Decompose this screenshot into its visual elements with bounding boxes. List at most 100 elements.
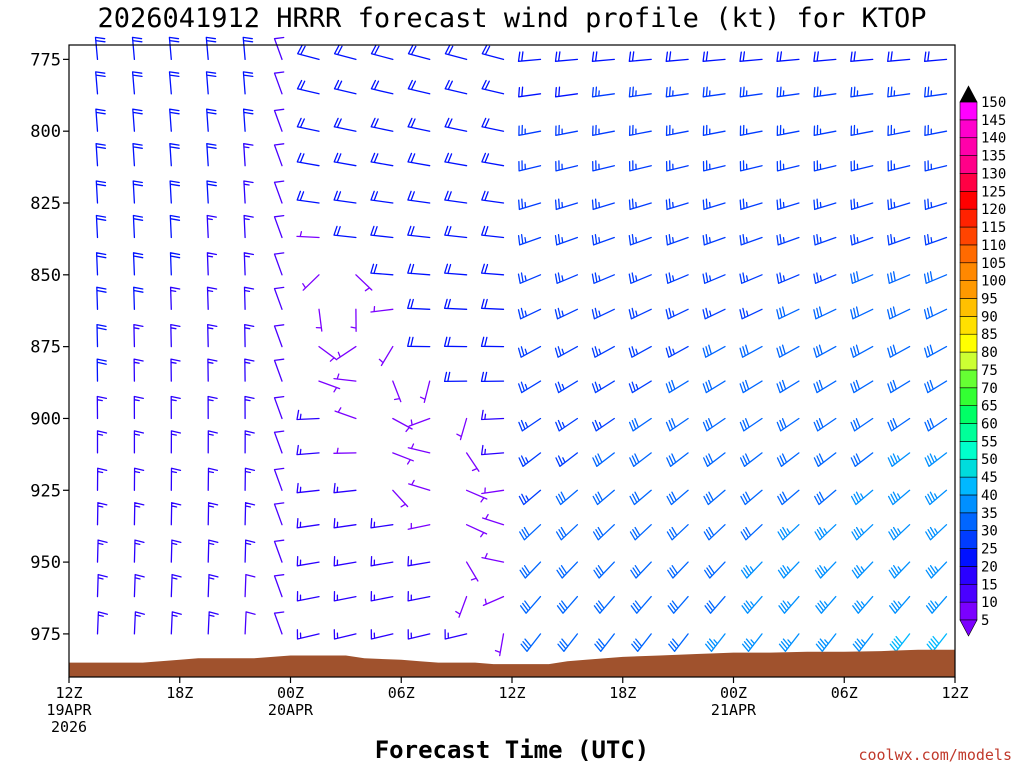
y-tick-label: 900 [30, 409, 61, 429]
wind-barb [628, 86, 652, 98]
wind-barb [666, 489, 689, 506]
colorbar-tick-label: 120 [981, 202, 1006, 218]
wind-barb [813, 86, 837, 98]
wind-barb [333, 190, 357, 204]
wind-barb [273, 286, 285, 310]
wind-barb [629, 489, 652, 506]
wind-barb [665, 86, 689, 98]
wind-barb [243, 143, 254, 167]
wind-barb [407, 263, 431, 276]
wind-barb [96, 573, 108, 598]
wind-barb [465, 489, 488, 503]
wind-barb [517, 272, 542, 284]
wind-barb [556, 561, 579, 579]
wind-barb [739, 51, 763, 62]
wind-barb [407, 152, 431, 167]
wind-barb [702, 379, 726, 394]
wind-barb [480, 336, 505, 348]
colorbar-max-arrow [959, 85, 978, 103]
wind-barb [444, 44, 468, 61]
wind-barb [273, 324, 285, 348]
colorbar-swatch [959, 101, 978, 121]
wind-barb [333, 482, 357, 494]
wind-barb [169, 180, 181, 204]
wind-barb [480, 371, 505, 383]
wind-barb [407, 555, 431, 567]
wind-barb [628, 160, 652, 172]
wind-barb [242, 108, 254, 132]
wind-barb [554, 198, 579, 211]
x-tick-label: 06Z [831, 684, 858, 702]
wind-barb [95, 143, 107, 167]
wind-barb [739, 86, 763, 98]
x-tick-label: 12Z [55, 684, 82, 702]
wind-barb [555, 417, 579, 432]
wind-barb [815, 633, 837, 652]
wind-barb [444, 190, 468, 204]
credit-link[interactable]: coolwx.com/models [858, 746, 1012, 764]
wind-barb [594, 633, 615, 652]
wind-barb [350, 308, 357, 332]
wind-barb [273, 395, 285, 420]
wind-barb [889, 595, 911, 614]
wind-barb [555, 489, 579, 506]
wind-barb [244, 539, 256, 563]
y-tick-label: 975 [30, 625, 61, 645]
wind-barb [95, 108, 106, 132]
wind-barb [850, 379, 874, 394]
wind-barb [206, 252, 218, 276]
wind-barb [243, 252, 255, 276]
wind-barb [207, 539, 219, 563]
wind-barb [778, 595, 800, 614]
colorbar-swatch [959, 226, 978, 246]
wind-barb [850, 233, 874, 246]
wind-barb [170, 467, 182, 491]
wind-barb [554, 86, 579, 98]
wind-barb [95, 180, 107, 204]
colorbar-tick-label: 130 [981, 166, 1006, 182]
wind-barb [392, 380, 402, 403]
wind-barb [628, 272, 652, 284]
wind-barb [888, 524, 911, 541]
wind-barb [370, 152, 394, 167]
colorbar-tick-label: 105 [981, 256, 1006, 272]
wind-barb [776, 452, 800, 467]
wind-barb [481, 152, 505, 167]
wind-barb [592, 489, 615, 506]
wind-barb [518, 489, 542, 506]
wind-barb [170, 430, 182, 454]
wind-barb [465, 452, 480, 472]
y-tick-label: 875 [30, 338, 61, 358]
wind-barb [813, 379, 837, 394]
x-axis-title: Forecast Time (UTC) [375, 736, 650, 764]
x-tick-label: 21APR [711, 701, 757, 719]
wind-barb [518, 417, 542, 432]
wind-barb [132, 214, 144, 239]
wind-barb [668, 633, 689, 652]
wind-barb [519, 595, 542, 614]
wind-barb [702, 160, 726, 172]
wind-barb [628, 233, 652, 246]
wind-barb [741, 595, 763, 614]
wind-barb [665, 198, 689, 211]
wind-barb [243, 214, 254, 239]
wind-barb [96, 430, 108, 454]
wind-barb [665, 233, 689, 246]
wind-barb [206, 143, 217, 167]
wind-barb [132, 180, 144, 204]
wind-barb [96, 539, 108, 563]
wind-barb [591, 345, 615, 358]
wind-barb [407, 443, 431, 454]
wind-barb [887, 271, 911, 284]
wind-barb [169, 143, 180, 167]
wind-barb [207, 611, 219, 635]
wind-barb [813, 417, 837, 432]
wind-barb [378, 345, 394, 367]
wind-barb [702, 86, 726, 98]
wind-barb [630, 561, 652, 579]
x-tick-label: 06Z [388, 684, 415, 702]
colorbar-swatch [959, 512, 978, 531]
wind-barb [370, 79, 394, 95]
wind-barb [813, 344, 837, 358]
wind-barb [850, 86, 874, 98]
